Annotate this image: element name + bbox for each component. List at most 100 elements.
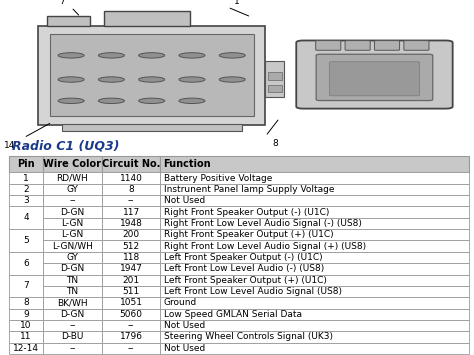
- Ellipse shape: [139, 77, 165, 82]
- FancyBboxPatch shape: [345, 40, 370, 50]
- Text: Left Front Low Level Audio Signal (US8): Left Front Low Level Audio Signal (US8): [164, 287, 341, 296]
- Text: Pin: Pin: [17, 159, 35, 169]
- Bar: [160, 156, 469, 173]
- Bar: [43, 308, 102, 320]
- Ellipse shape: [58, 77, 84, 82]
- Bar: [160, 195, 469, 207]
- Text: --: --: [69, 321, 76, 330]
- Text: 3: 3: [23, 196, 29, 205]
- Ellipse shape: [58, 98, 84, 104]
- Text: Not Used: Not Used: [164, 344, 205, 353]
- Bar: [102, 173, 160, 184]
- Text: 511: 511: [122, 287, 140, 296]
- Bar: [265, 61, 284, 97]
- Bar: [9, 343, 43, 354]
- Bar: [160, 286, 469, 297]
- FancyBboxPatch shape: [316, 54, 433, 100]
- Text: 11: 11: [20, 332, 32, 342]
- Bar: [102, 240, 160, 252]
- Text: 1948: 1948: [119, 219, 143, 228]
- Bar: [9, 308, 43, 320]
- Text: 12-14: 12-14: [13, 344, 39, 353]
- Bar: [268, 72, 282, 80]
- Text: 6: 6: [23, 259, 29, 268]
- Bar: [62, 124, 242, 131]
- Text: Right Front Low Level Audio Signal (+) (US8): Right Front Low Level Audio Signal (+) (…: [164, 242, 365, 251]
- Ellipse shape: [58, 53, 84, 58]
- Text: 7: 7: [23, 282, 29, 290]
- Ellipse shape: [219, 53, 246, 58]
- Bar: [102, 218, 160, 229]
- FancyBboxPatch shape: [374, 40, 400, 50]
- Text: 512: 512: [123, 242, 140, 251]
- Text: Steering Wheel Controls Signal (UK3): Steering Wheel Controls Signal (UK3): [164, 332, 332, 342]
- Bar: [102, 308, 160, 320]
- Text: Right Front Speaker Output (+) (U1C): Right Front Speaker Output (+) (U1C): [164, 230, 333, 239]
- Text: Instrunent Panel lamp Supply Voltage: Instrunent Panel lamp Supply Voltage: [164, 185, 334, 194]
- Ellipse shape: [139, 53, 165, 58]
- FancyBboxPatch shape: [329, 62, 419, 96]
- Bar: [160, 240, 469, 252]
- Text: Not Used: Not Used: [164, 321, 205, 330]
- Bar: [102, 207, 160, 218]
- Bar: [43, 263, 102, 274]
- Bar: [160, 297, 469, 308]
- Bar: [43, 195, 102, 207]
- Bar: [43, 229, 102, 240]
- Text: 1796: 1796: [119, 332, 143, 342]
- Text: --: --: [128, 196, 134, 205]
- Bar: [102, 252, 160, 263]
- Text: Ground: Ground: [164, 299, 197, 307]
- Text: D-GN: D-GN: [60, 208, 84, 217]
- Text: 1: 1: [23, 174, 29, 182]
- Text: 1: 1: [234, 0, 240, 6]
- Bar: [43, 252, 102, 263]
- Bar: [102, 184, 160, 195]
- Text: GY: GY: [66, 253, 78, 262]
- Text: 2: 2: [23, 185, 29, 194]
- Text: Circuit No.: Circuit No.: [102, 159, 160, 169]
- Text: D-BU: D-BU: [61, 332, 83, 342]
- Ellipse shape: [99, 77, 124, 82]
- Text: GY: GY: [66, 185, 78, 194]
- Text: Right Front Speaker Output (-) (U1C): Right Front Speaker Output (-) (U1C): [164, 208, 329, 217]
- Text: 1051: 1051: [119, 299, 143, 307]
- Bar: [160, 184, 469, 195]
- Bar: [102, 343, 160, 354]
- Text: 117: 117: [122, 208, 140, 217]
- Bar: [102, 156, 160, 173]
- Text: D-GN: D-GN: [60, 310, 84, 319]
- Text: Not Used: Not Used: [164, 196, 205, 205]
- Ellipse shape: [179, 53, 205, 58]
- Bar: [43, 156, 102, 173]
- Text: --: --: [69, 344, 76, 353]
- FancyBboxPatch shape: [316, 40, 341, 50]
- Bar: [102, 229, 160, 240]
- Text: Left Front Speaker Output (-) (U1C): Left Front Speaker Output (-) (U1C): [164, 253, 322, 262]
- Bar: [9, 195, 43, 207]
- Bar: [9, 274, 43, 297]
- Bar: [9, 320, 43, 331]
- Text: L-GN: L-GN: [61, 230, 83, 239]
- Text: 201: 201: [123, 276, 140, 285]
- Bar: [43, 320, 102, 331]
- Text: TN: TN: [66, 287, 79, 296]
- Bar: [9, 156, 43, 173]
- Bar: [50, 34, 254, 116]
- Text: 5: 5: [23, 236, 29, 245]
- Bar: [43, 207, 102, 218]
- Bar: [102, 320, 160, 331]
- Bar: [43, 343, 102, 354]
- Bar: [160, 218, 469, 229]
- Bar: [160, 331, 469, 343]
- Text: L-GN/WH: L-GN/WH: [52, 242, 93, 251]
- Bar: [102, 274, 160, 286]
- Bar: [43, 173, 102, 184]
- Bar: [9, 207, 43, 229]
- FancyBboxPatch shape: [404, 40, 429, 50]
- Text: 8: 8: [272, 139, 278, 148]
- Text: --: --: [128, 344, 134, 353]
- Text: 200: 200: [123, 230, 140, 239]
- Bar: [102, 195, 160, 207]
- Text: 7: 7: [59, 0, 64, 6]
